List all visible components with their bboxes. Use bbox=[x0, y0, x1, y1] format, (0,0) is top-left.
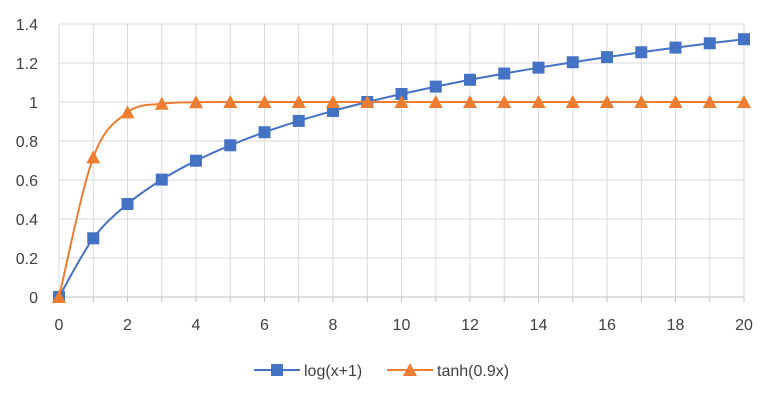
grid-lines bbox=[58, 23, 745, 302]
data-point bbox=[224, 139, 237, 152]
x-tick-label: 4 bbox=[192, 317, 201, 334]
data-point bbox=[120, 105, 135, 119]
data-point bbox=[566, 56, 579, 69]
series-log bbox=[53, 33, 750, 303]
y-tick-label: 0.6 bbox=[16, 173, 38, 190]
data-point bbox=[394, 95, 409, 108]
data-point bbox=[360, 95, 375, 108]
data-point bbox=[634, 95, 649, 108]
x-tick-label: 16 bbox=[598, 317, 616, 334]
series-group bbox=[52, 33, 751, 303]
data-point bbox=[326, 95, 340, 108]
y-tick-label: 1.4 bbox=[16, 17, 38, 34]
data-point bbox=[531, 95, 546, 108]
data-point bbox=[257, 95, 272, 108]
data-point bbox=[668, 95, 683, 108]
data-point bbox=[190, 154, 202, 167]
data-point bbox=[429, 80, 442, 93]
data-point bbox=[498, 67, 511, 80]
x-tick-label: 10 bbox=[393, 317, 411, 334]
data-point bbox=[464, 73, 476, 86]
data-point bbox=[291, 95, 306, 108]
x-tick-label: 20 bbox=[735, 317, 753, 334]
data-point bbox=[52, 290, 66, 303]
data-point bbox=[497, 95, 512, 108]
data-point bbox=[292, 114, 305, 127]
x-tick-label: 0 bbox=[55, 317, 64, 334]
x-tick-label: 2 bbox=[123, 317, 132, 334]
x-tick-label: 8 bbox=[329, 317, 338, 334]
data-point bbox=[635, 46, 648, 59]
data-point bbox=[702, 95, 717, 108]
data-point bbox=[121, 197, 134, 210]
legend-marker bbox=[271, 364, 283, 376]
data-point bbox=[87, 232, 100, 245]
data-point bbox=[86, 150, 101, 164]
x-tick-label: 12 bbox=[461, 317, 479, 334]
data-point bbox=[154, 96, 169, 110]
data-point bbox=[737, 95, 751, 108]
data-point bbox=[532, 61, 545, 74]
y-tick-label: 1.2 bbox=[16, 56, 38, 73]
y-tick-label: 0.8 bbox=[16, 134, 38, 151]
y-tick-label: 1 bbox=[29, 95, 38, 112]
x-tick-label: 6 bbox=[260, 317, 269, 334]
data-point bbox=[565, 95, 580, 108]
x-tick-label: 14 bbox=[530, 317, 548, 334]
legend: log(x+1) tanh(0.9x) bbox=[254, 363, 509, 380]
legend-item: tanh(0.9x) bbox=[387, 363, 509, 380]
series-tanh bbox=[52, 95, 751, 303]
y-tick-label: 0.4 bbox=[16, 212, 38, 229]
data-point bbox=[155, 173, 168, 186]
data-point bbox=[669, 41, 682, 54]
data-point bbox=[601, 51, 613, 64]
legend-item: log(x+1) bbox=[254, 363, 362, 380]
data-point bbox=[189, 95, 203, 109]
x-axis-tick-labels: 0 2 4 6 8 10 12 14 16 18 20 bbox=[55, 317, 753, 334]
data-point bbox=[223, 95, 238, 108]
data-point bbox=[463, 95, 477, 108]
y-tick-label: 0 bbox=[29, 290, 38, 307]
legend-marker bbox=[403, 363, 417, 376]
legend-label: log(x+1) bbox=[304, 363, 362, 380]
data-point bbox=[428, 95, 443, 108]
data-point bbox=[738, 33, 750, 46]
x-tick-label: 18 bbox=[667, 317, 685, 334]
data-point bbox=[703, 37, 716, 50]
data-point bbox=[258, 126, 271, 139]
y-tick-label: 0.2 bbox=[16, 251, 38, 268]
data-point bbox=[600, 95, 614, 108]
data-point bbox=[395, 88, 408, 101]
legend-label: tanh(0.9x) bbox=[437, 363, 509, 380]
y-axis-tick-labels: 0 0.2 0.4 0.6 0.8 1 1.2 1.4 bbox=[16, 17, 38, 307]
